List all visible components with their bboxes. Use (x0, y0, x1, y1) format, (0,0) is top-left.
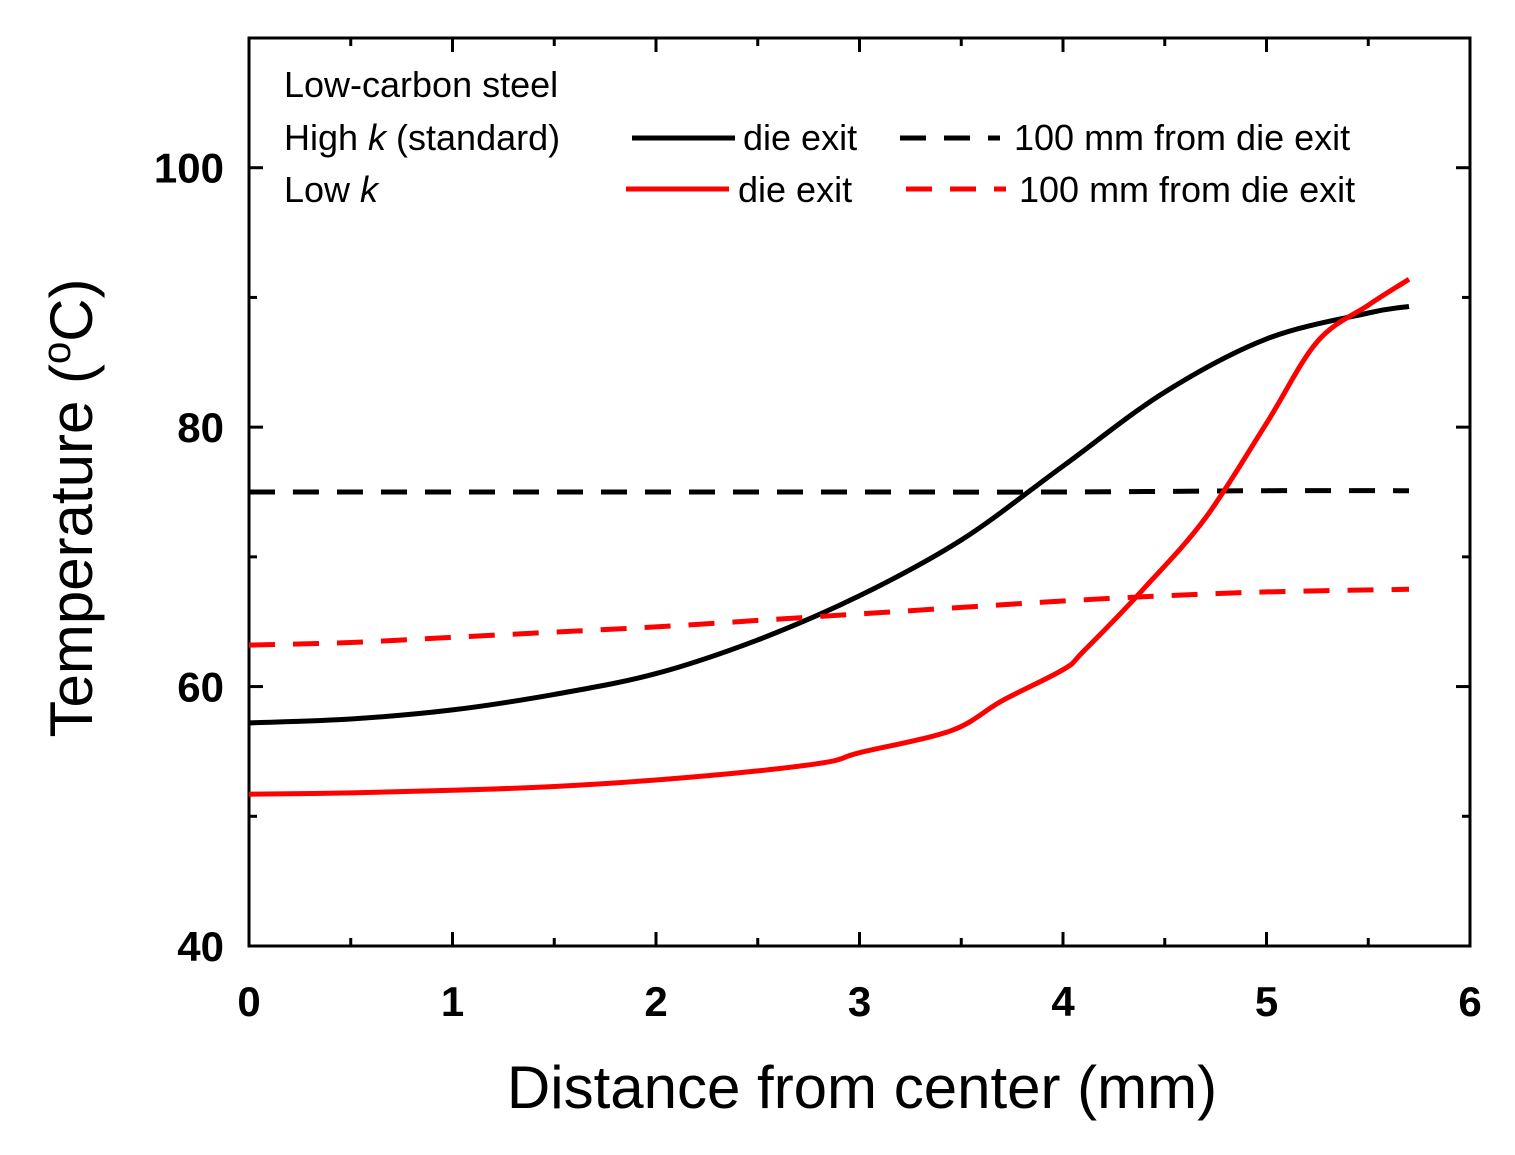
x-tick-label: 6 (1458, 978, 1481, 1025)
x-tick-label: 0 (237, 978, 260, 1025)
series-high-k-die-exit (248, 304, 1410, 726)
legend-row-low-k-label: Low k (284, 169, 380, 210)
y-tick-label: 60 (177, 664, 224, 711)
series-lines (248, 277, 1411, 797)
legend: Low-carbon steel High k (standard) die e… (284, 64, 1355, 210)
y-tick-label: 100 (154, 145, 224, 192)
y-tick-label: 40 (177, 923, 224, 970)
legend-label-low-die-exit: die exit (738, 169, 852, 210)
x-axis-title: Distance from center (mm) (507, 1054, 1217, 1121)
axis-ticks: 0 1 2 3 4 5 6 40 60 80 100 (154, 36, 1482, 1025)
legend-high-k: k (368, 117, 388, 158)
legend-low-label: Low (284, 169, 360, 210)
y-axis-title-degree: o (35, 342, 79, 364)
legend-low-k: k (360, 169, 380, 210)
legend-label-high-far: 100 mm from die exit (1014, 117, 1350, 158)
legend-label-low-far: 100 mm from die exit (1019, 169, 1355, 210)
legend-title: Low-carbon steel (284, 64, 558, 105)
y-tick-label: 80 (177, 404, 224, 451)
x-tick-label: 5 (1255, 978, 1278, 1025)
x-tick-label: 3 (848, 978, 871, 1025)
x-tick-label: 1 (441, 978, 464, 1025)
y-axis-title-unit: C) (38, 278, 105, 341)
series-low-k-die-exit (248, 277, 1411, 797)
series-low-k-100mm (248, 586, 1410, 648)
y-axis-title: Temperature (oC) (35, 278, 105, 737)
series-high-k-100mm (248, 488, 1410, 495)
legend-row-high-k-label: High k (standard) (284, 117, 560, 158)
legend-high-suffix: (standard) (386, 117, 560, 158)
x-tick-label: 2 (644, 978, 667, 1025)
legend-high-label: High (284, 117, 368, 158)
x-tick-label: 4 (1051, 978, 1075, 1025)
legend-label-high-die-exit: die exit (743, 117, 857, 158)
y-axis-title-main: Temperature ( (38, 364, 105, 737)
